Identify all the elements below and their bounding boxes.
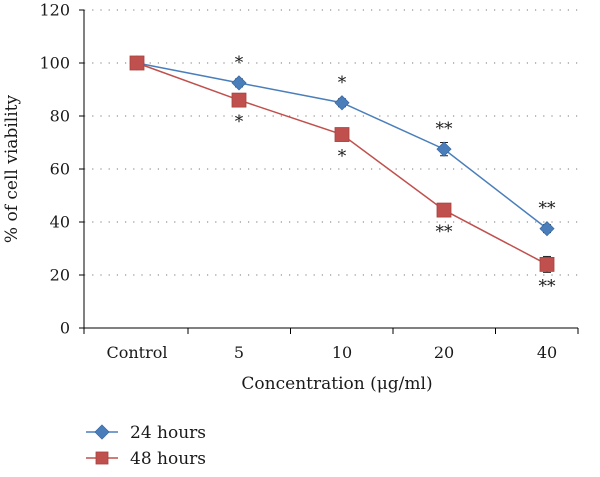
legend-label-24-hours: 24 hours (130, 423, 206, 443)
significance-marker: * (338, 73, 347, 93)
legend-item-24-hours: 24 hours (86, 423, 206, 443)
y-tick-label: 20 (50, 266, 70, 285)
x-tick-label: 5 (234, 343, 244, 362)
legend-label-48-hours: 48 hours (130, 449, 206, 469)
y-tick-label: 0 (60, 319, 70, 338)
grid-lines (84, 9, 578, 276)
data-point-square (334, 127, 350, 142)
legend-item-48-hours: 48 hours (86, 449, 206, 469)
y-axis-title: % of cell viability (2, 95, 22, 244)
legend-square-marker-icon (95, 451, 109, 465)
data-point-diamond (539, 221, 555, 237)
significance-marker: ** (539, 276, 557, 296)
data-point-diamond (231, 75, 247, 91)
x-tick-label: 10 (332, 343, 352, 362)
data-point-diamond (334, 95, 350, 111)
significance-annotations: ************ (235, 53, 556, 297)
y-tick-label: 40 (50, 213, 70, 232)
y-tick-label: 80 (50, 107, 70, 126)
x-tick-label: 20 (434, 343, 454, 362)
significance-marker: ** (539, 199, 557, 219)
significance-marker: * (235, 53, 244, 73)
y-tick-label: 100 (39, 54, 70, 73)
series (129, 55, 555, 273)
significance-marker: * (235, 112, 244, 132)
significance-marker: ** (436, 222, 454, 242)
legend: 24 hours 48 hours (86, 423, 206, 469)
y-tick-labels: 0 20 40 60 80 100 120 (39, 1, 84, 338)
x-tick-label: 40 (537, 343, 557, 362)
x-axis-title: Concentration (μg/ml) (241, 374, 432, 394)
data-point-diamond (436, 141, 452, 157)
data-point-square (231, 92, 247, 108)
legend-diamond-marker-icon (94, 424, 110, 440)
data-point-square (539, 256, 555, 272)
y-tick-label: 60 (50, 160, 70, 179)
x-tick-label: Control (106, 343, 167, 362)
data-point-square (436, 202, 452, 218)
significance-marker: * (338, 147, 347, 167)
significance-marker: ** (436, 119, 454, 139)
x-tick-labels: Control 5 10 20 40 (83, 328, 579, 362)
data-point-square (129, 55, 145, 71)
y-tick-label: 120 (39, 1, 70, 20)
series-48-hours (129, 55, 555, 273)
